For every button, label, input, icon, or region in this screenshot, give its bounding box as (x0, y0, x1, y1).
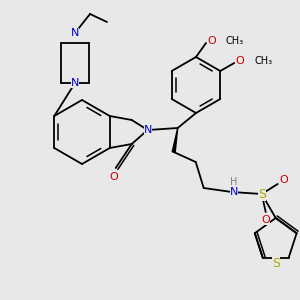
Text: S: S (272, 257, 280, 270)
Text: O: O (261, 215, 270, 225)
Text: N: N (143, 125, 152, 135)
Text: O: O (236, 56, 244, 66)
Text: CH₃: CH₃ (226, 36, 244, 46)
Text: O: O (279, 175, 288, 185)
Text: O: O (208, 36, 216, 46)
Text: N: N (230, 187, 238, 197)
Text: H: H (230, 177, 237, 187)
Polygon shape (172, 128, 178, 152)
Text: O: O (109, 172, 118, 182)
Text: S: S (258, 188, 266, 200)
Text: N: N (71, 28, 79, 38)
Text: CH₃: CH₃ (254, 56, 272, 66)
Text: N: N (71, 78, 79, 88)
